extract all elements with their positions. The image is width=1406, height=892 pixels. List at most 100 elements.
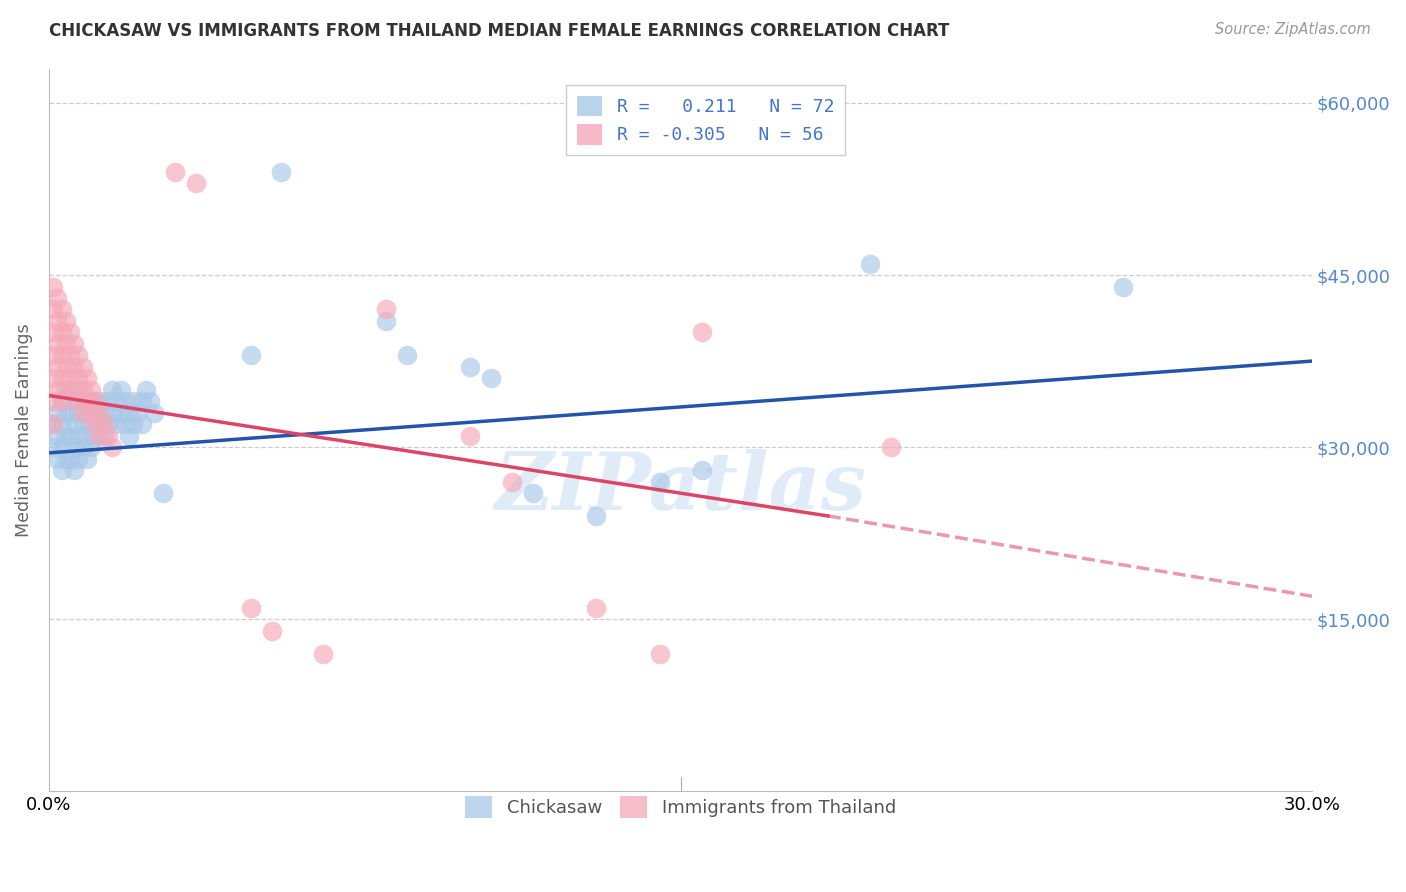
Point	[42, 371, 65, 385]
Point	[118, 406, 141, 420]
Text: Source: ZipAtlas.com: Source: ZipAtlas.com	[1215, 22, 1371, 37]
Point	[89, 406, 111, 420]
Point	[374, 314, 396, 328]
Point	[395, 348, 418, 362]
Point	[42, 279, 65, 293]
Point	[55, 359, 77, 374]
Point	[458, 359, 481, 374]
Point	[84, 406, 107, 420]
Point	[46, 383, 69, 397]
Point	[101, 383, 124, 397]
Point	[63, 417, 86, 432]
Point	[479, 371, 502, 385]
Point	[55, 428, 77, 442]
Point	[51, 371, 73, 385]
Point	[46, 451, 69, 466]
Point	[46, 359, 69, 374]
Point	[63, 463, 86, 477]
Point	[67, 348, 90, 362]
Point	[152, 486, 174, 500]
Point	[131, 394, 153, 409]
Point	[72, 406, 94, 420]
Point	[690, 463, 713, 477]
Point	[51, 348, 73, 362]
Point	[135, 383, 157, 397]
Point	[72, 440, 94, 454]
Point	[648, 647, 671, 661]
Point	[105, 394, 128, 409]
Point	[42, 417, 65, 432]
Point	[63, 336, 86, 351]
Point	[72, 383, 94, 397]
Point	[42, 417, 65, 432]
Point	[55, 451, 77, 466]
Point	[458, 428, 481, 442]
Point	[46, 336, 69, 351]
Point	[84, 428, 107, 442]
Point	[59, 406, 82, 420]
Point	[97, 394, 120, 409]
Point	[51, 394, 73, 409]
Point	[67, 451, 90, 466]
Text: ZIPatlas: ZIPatlas	[495, 449, 866, 526]
Point	[76, 406, 98, 420]
Point	[67, 406, 90, 420]
Point	[42, 440, 65, 454]
Point	[165, 165, 187, 179]
Point	[63, 394, 86, 409]
Point	[76, 371, 98, 385]
Point	[59, 451, 82, 466]
Point	[122, 394, 145, 409]
Point	[110, 383, 132, 397]
Point	[859, 256, 882, 270]
Point	[501, 475, 523, 489]
Point	[59, 383, 82, 397]
Point	[63, 440, 86, 454]
Point	[63, 383, 86, 397]
Point	[67, 428, 90, 442]
Y-axis label: Median Female Earnings: Median Female Earnings	[15, 323, 32, 537]
Point	[262, 624, 284, 638]
Legend: Chickasaw, Immigrants from Thailand: Chickasaw, Immigrants from Thailand	[458, 789, 903, 826]
Point	[585, 600, 607, 615]
Point	[51, 463, 73, 477]
Point	[97, 428, 120, 442]
Point	[46, 406, 69, 420]
Point	[42, 348, 65, 362]
Point	[105, 417, 128, 432]
Point	[76, 428, 98, 442]
Point	[690, 326, 713, 340]
Point	[89, 394, 111, 409]
Point	[93, 417, 115, 432]
Point	[131, 417, 153, 432]
Point	[63, 359, 86, 374]
Point	[42, 326, 65, 340]
Point	[46, 314, 69, 328]
Point	[67, 371, 90, 385]
Point	[55, 406, 77, 420]
Point	[374, 302, 396, 317]
Point	[76, 394, 98, 409]
Point	[59, 428, 82, 442]
Point	[51, 302, 73, 317]
Point	[89, 417, 111, 432]
Point	[59, 326, 82, 340]
Point	[80, 394, 103, 409]
Point	[67, 383, 90, 397]
Point	[80, 406, 103, 420]
Point	[42, 394, 65, 409]
Point	[76, 451, 98, 466]
Point	[110, 406, 132, 420]
Point	[55, 314, 77, 328]
Point	[97, 417, 120, 432]
Point	[585, 508, 607, 523]
Point	[139, 394, 162, 409]
Point	[67, 394, 90, 409]
Point	[648, 475, 671, 489]
Point	[59, 348, 82, 362]
Point	[72, 359, 94, 374]
Point	[55, 383, 77, 397]
Point	[101, 406, 124, 420]
Point	[84, 417, 107, 432]
Point	[46, 428, 69, 442]
